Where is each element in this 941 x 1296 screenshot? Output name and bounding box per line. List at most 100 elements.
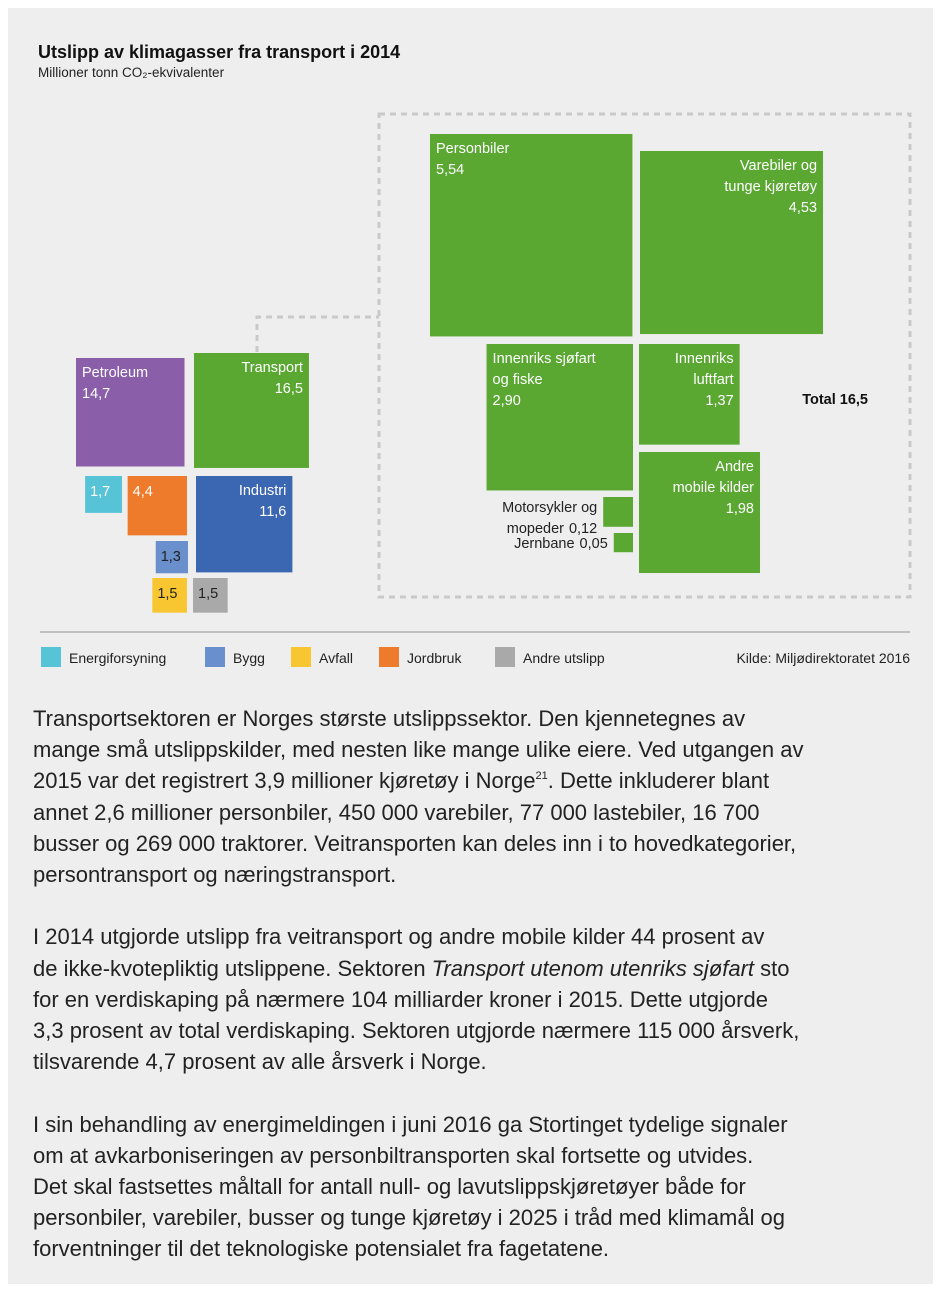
text: sto <box>754 955 790 981</box>
square-name: Petroleum <box>82 365 148 381</box>
square <box>196 476 293 573</box>
text: 2015 var det registrert 3,9 millioner kj… <box>33 768 536 794</box>
square <box>486 344 633 491</box>
text: de ikke-kvotepliktig utslippene. Sektore… <box>33 955 432 981</box>
square-name: Transport <box>241 360 303 376</box>
body-text: Transportsektoren er Norges største utsl… <box>33 703 803 1296</box>
square-name: Andre <box>715 459 754 475</box>
square <box>155 541 188 574</box>
legend-label: Jordbruk <box>407 650 462 666</box>
outside-label: Jernbane 0,05 <box>514 536 608 552</box>
value-label: 1,37 <box>705 393 733 409</box>
text-line: Transportsektoren er Norges største utsl… <box>33 703 803 734</box>
text: persontransport og næringstransport. <box>33 862 397 888</box>
square-name: Jernbane <box>514 536 574 552</box>
legend-label: Andre utslipp <box>523 650 605 666</box>
square <box>193 578 228 613</box>
value-label: 14,7 <box>82 386 110 402</box>
value-label: 4,53 <box>789 200 817 216</box>
value-label: 5,54 <box>436 162 464 178</box>
text-line: mange små utslippskilder, med nesten lik… <box>33 734 803 765</box>
paragraph: I sin behandling av energimeldingen i ju… <box>33 1109 803 1265</box>
total-label: Total 16,5 <box>802 392 868 408</box>
square-name: Varebiler og <box>740 158 817 174</box>
square-name: Innenriks <box>675 351 734 367</box>
square <box>127 476 187 536</box>
value-label: 1,7 <box>90 484 110 500</box>
square-name: Motorsykler og <box>502 500 597 516</box>
value-label: 1,5 <box>157 586 177 602</box>
square-name: mobile kilder <box>673 480 755 496</box>
square <box>152 578 187 613</box>
connector <box>255 315 379 352</box>
text: tilsvarende 4,7 prosent av alle årsverk … <box>33 1049 487 1075</box>
legend-swatch <box>205 647 225 667</box>
square-name: Personbiler <box>436 141 510 157</box>
square <box>640 151 824 335</box>
square-name: luftfart <box>693 372 733 388</box>
text-line: I sin behandling av energimeldingen i ju… <box>33 1109 803 1140</box>
text: busser og 269 000 traktorer. Veitranspor… <box>33 830 797 856</box>
legend-swatch <box>495 647 515 667</box>
text: . Dette inkluderer blant <box>547 768 770 794</box>
value-label: 1,98 <box>726 501 754 517</box>
text-line: de ikke-kvotepliktig utslippene. Sektore… <box>33 953 803 984</box>
square <box>639 344 740 445</box>
square <box>613 533 633 553</box>
paragraph: Transportsektoren er Norges største utsl… <box>33 703 803 890</box>
paragraph: I 2014 utgjorde utslipp fra veitransport… <box>33 921 803 1077</box>
text: Det skal fastsettes måltall for antall n… <box>33 1174 746 1200</box>
outside-label: Motorsykler og <box>502 500 597 516</box>
square-name: Innenriks sjøfart <box>493 351 596 367</box>
text: Transportsektoren er Norges største utsl… <box>33 706 746 731</box>
text-line: 2015 var det registrert 3,9 millioner kj… <box>33 765 803 796</box>
square <box>639 452 761 574</box>
text-line: 3,3 prosent av total verdiskaping. Sekto… <box>33 1015 803 1046</box>
square-name: Industri <box>239 483 287 499</box>
text: forventninger til det teknologiske poten… <box>33 1236 610 1262</box>
value-label: 11,6 <box>259 504 286 520</box>
square <box>194 353 309 468</box>
chart-title: Utslipp av klimagasser fra transport i 2… <box>38 42 400 62</box>
legend-label: Avfall <box>319 650 353 666</box>
legend-label: Energiforsyning <box>69 650 166 666</box>
text: for en verdiskaping på nærmere 104 milli… <box>33 986 768 1012</box>
chart-subtitle: Millioner tonn CO₂-ekvivalenter <box>38 65 225 80</box>
value-label: 16,5 <box>275 381 303 397</box>
value-label: 2,90 <box>493 393 521 409</box>
italic-text: Transport utenom utenriks sjøfart <box>431 955 755 981</box>
text: om at avkarboniseringen av personbiltran… <box>33 1142 754 1168</box>
legend-label: Bygg <box>233 650 265 666</box>
square <box>76 358 185 467</box>
legend-swatch <box>379 647 399 667</box>
square <box>603 497 633 527</box>
footnote-ref: 21 <box>535 770 548 783</box>
value-label: 4,4 <box>133 484 153 500</box>
square-name: og fiske <box>493 372 543 388</box>
text-line: om at avkarboniseringen av personbiltran… <box>33 1140 803 1171</box>
text-line: Det skal fastsettes måltall for antall n… <box>33 1171 803 1202</box>
square-name: mopeder <box>507 521 564 537</box>
outside-label: mopeder 0,12 <box>507 521 597 537</box>
text-line: busser og 269 000 traktorer. Veitranspor… <box>33 828 803 859</box>
legend-swatch <box>291 647 311 667</box>
chart: Utslipp av klimagasser fra transport i 2… <box>38 42 912 667</box>
text-line: personbiler, varebiler, busser og tunge … <box>33 1202 803 1233</box>
text-line: persontransport og næringstransport. <box>33 859 803 890</box>
text: annet 2,6 millioner personbiler, 450 000… <box>33 799 760 825</box>
text: I sin behandling av energimeldingen i ju… <box>33 1111 788 1137</box>
legend-swatch <box>41 647 61 667</box>
transport-frame <box>377 112 912 599</box>
text: personbiler, varebiler, busser og tunge … <box>33 1205 786 1231</box>
square-name: tunge kjøretøy <box>724 179 817 195</box>
text: 3,3 prosent av total verdiskaping. Sekto… <box>33 1018 800 1044</box>
text-line: tilsvarende 4,7 prosent av alle årsverk … <box>33 1046 803 1077</box>
value-label: 0,12 <box>569 521 597 537</box>
value-label: 1,3 <box>161 549 181 565</box>
text-line: annet 2,6 millioner personbiler, 450 000… <box>33 797 803 828</box>
source: Kilde: Miljødirektoratet 2016 <box>736 650 910 666</box>
value-label: 0,05 <box>580 536 608 552</box>
square <box>85 476 122 513</box>
text-line: forventninger til det teknologiske poten… <box>33 1233 803 1264</box>
